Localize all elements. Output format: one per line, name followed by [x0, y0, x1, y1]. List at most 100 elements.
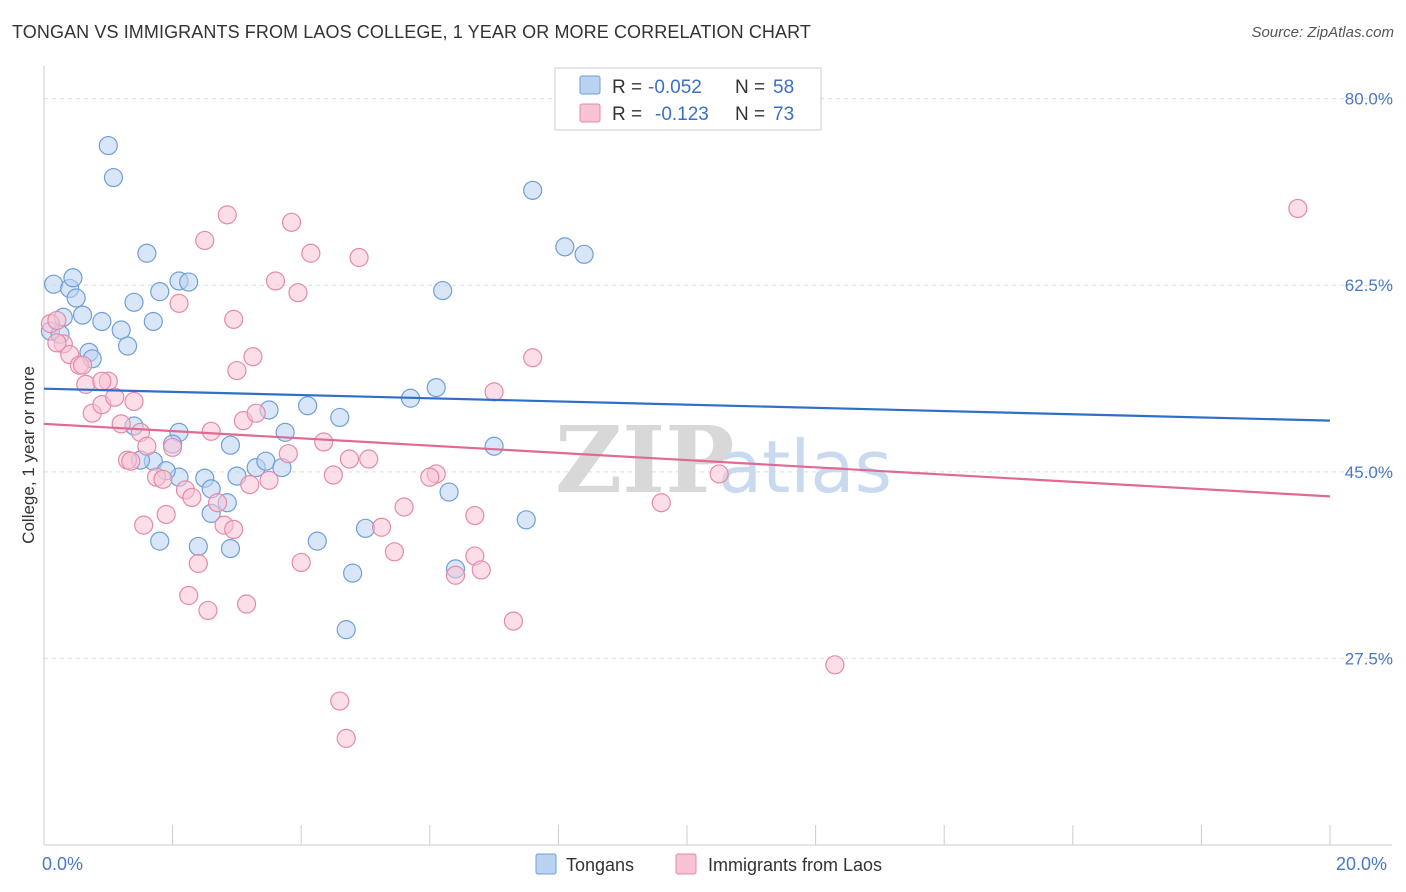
- point-tongans-53: [574, 244, 594, 264]
- point-laos-69: [224, 519, 244, 540]
- point-laos-55: [709, 464, 729, 484]
- point-tongans-50: [433, 280, 453, 301]
- watermark-zip: ZIP: [555, 406, 734, 514]
- point-tongans-18: [150, 282, 170, 302]
- point-laos-66: [47, 333, 67, 353]
- trend-line-laos: [43, 422, 1331, 498]
- point-laos-67: [72, 355, 93, 375]
- point-laos-14: [137, 436, 157, 456]
- point-laos-63: [330, 691, 350, 711]
- point-laos-45: [384, 542, 405, 562]
- point-laos-40: [323, 465, 343, 485]
- trend-lines: [43, 387, 1331, 498]
- point-tongans-15: [124, 292, 144, 312]
- point-laos-19: [169, 293, 189, 313]
- point-tongans-39: [298, 396, 318, 416]
- y-tick-labels: 27.5% 45.0% 62.5% 80.0%: [1345, 90, 1393, 669]
- legend-r-value-1: -0.123: [655, 104, 709, 125]
- point-laos-31: [243, 347, 263, 367]
- y-axis-label: College, 1 year or more: [19, 366, 38, 544]
- point-tongans-46: [439, 482, 459, 502]
- point-tongans-48: [484, 436, 504, 456]
- point-tongans-14: [117, 336, 138, 356]
- point-tongans-16: [137, 243, 157, 263]
- gridlines: [44, 98, 1392, 659]
- legend-n-label-1: N =: [735, 104, 765, 125]
- point-laos-24: [201, 421, 221, 441]
- point-laos-23: [195, 230, 215, 251]
- y-tick-label-3: 80.0%: [1345, 90, 1393, 109]
- point-laos-29: [227, 360, 247, 381]
- point-laos-9: [105, 387, 125, 407]
- point-tongans-11: [98, 135, 118, 156]
- legend-n-value-1: 73: [773, 104, 794, 125]
- point-laos-53: [523, 348, 543, 368]
- point-laos-38: [301, 243, 321, 263]
- point-laos-58: [92, 371, 112, 391]
- legend-r-value-0: -0.052: [648, 77, 702, 98]
- point-laos-41: [339, 449, 360, 469]
- point-laos-12: [124, 391, 144, 412]
- point-laos-51: [465, 505, 485, 526]
- y-tick-label-0: 27.5%: [1345, 649, 1393, 668]
- point-laos-25: [208, 493, 228, 513]
- point-laos-48: [445, 565, 466, 585]
- point-tongans-12: [103, 167, 124, 188]
- point-tongans-57: [336, 620, 356, 640]
- series-legend-label-tongans: Tongans: [566, 855, 634, 875]
- point-tongans-42: [343, 563, 363, 583]
- point-laos-64: [336, 728, 356, 748]
- point-tongans-13: [111, 320, 131, 340]
- point-tongans-45: [426, 377, 446, 398]
- legend-swatch-tongans: [579, 75, 601, 95]
- legend-n-value-0: 58: [773, 77, 794, 98]
- series-legend-label-laos: Immigrants from Laos: [708, 855, 882, 875]
- point-tongans-43: [355, 518, 376, 538]
- point-tongans-49: [523, 180, 543, 200]
- series-legend: Tongans Immigrants from Laos: [535, 853, 882, 875]
- point-tongans-17: [143, 311, 163, 332]
- point-laos-50: [471, 560, 491, 580]
- point-laos-10: [111, 414, 131, 434]
- point-tongans-35: [256, 451, 276, 471]
- point-laos-52: [484, 382, 504, 402]
- point-laos-71: [420, 467, 440, 487]
- point-laos-46: [394, 497, 414, 517]
- trend-line-tongans: [43, 387, 1331, 422]
- point-laos-72: [503, 611, 523, 631]
- point-laos-61: [198, 600, 218, 621]
- point-laos-17: [156, 504, 176, 525]
- point-laos-57: [1288, 198, 1308, 219]
- point-laos-1: [47, 310, 67, 331]
- point-tongans-54: [150, 531, 170, 551]
- legend-swatch-laos: [579, 103, 601, 123]
- source-credit: Source: ZipAtlas.com: [1251, 24, 1394, 41]
- point-laos-60: [179, 585, 199, 606]
- data-points: [40, 135, 1308, 748]
- point-tongans-5: [66, 288, 86, 308]
- point-tongans-20: [179, 272, 199, 292]
- legend-r-label-1: R =: [612, 104, 642, 125]
- point-laos-68: [121, 451, 141, 471]
- point-laos-59: [134, 515, 154, 535]
- series-legend-swatch-laos: [675, 853, 697, 875]
- point-laos-22: [188, 553, 208, 574]
- point-tongans-6: [63, 268, 83, 288]
- point-laos-56: [825, 655, 845, 675]
- point-laos-62: [236, 594, 257, 614]
- point-laos-16: [153, 469, 173, 489]
- y-tick-label-1: 45.0%: [1345, 463, 1393, 482]
- point-tongans-56: [220, 538, 241, 559]
- legend-r-label-0: R =: [612, 77, 642, 98]
- point-tongans-55: [188, 536, 208, 557]
- point-tongans-51: [516, 510, 536, 530]
- point-tongans-52: [555, 237, 575, 257]
- point-tongans-10: [92, 311, 112, 332]
- point-laos-28: [224, 309, 244, 329]
- point-laos-36: [281, 212, 302, 232]
- point-tongans-41: [330, 407, 350, 428]
- series-legend-swatch-tongans: [535, 853, 557, 875]
- point-laos-18: [163, 437, 183, 457]
- x-tick-label-min: 0.0%: [42, 854, 83, 874]
